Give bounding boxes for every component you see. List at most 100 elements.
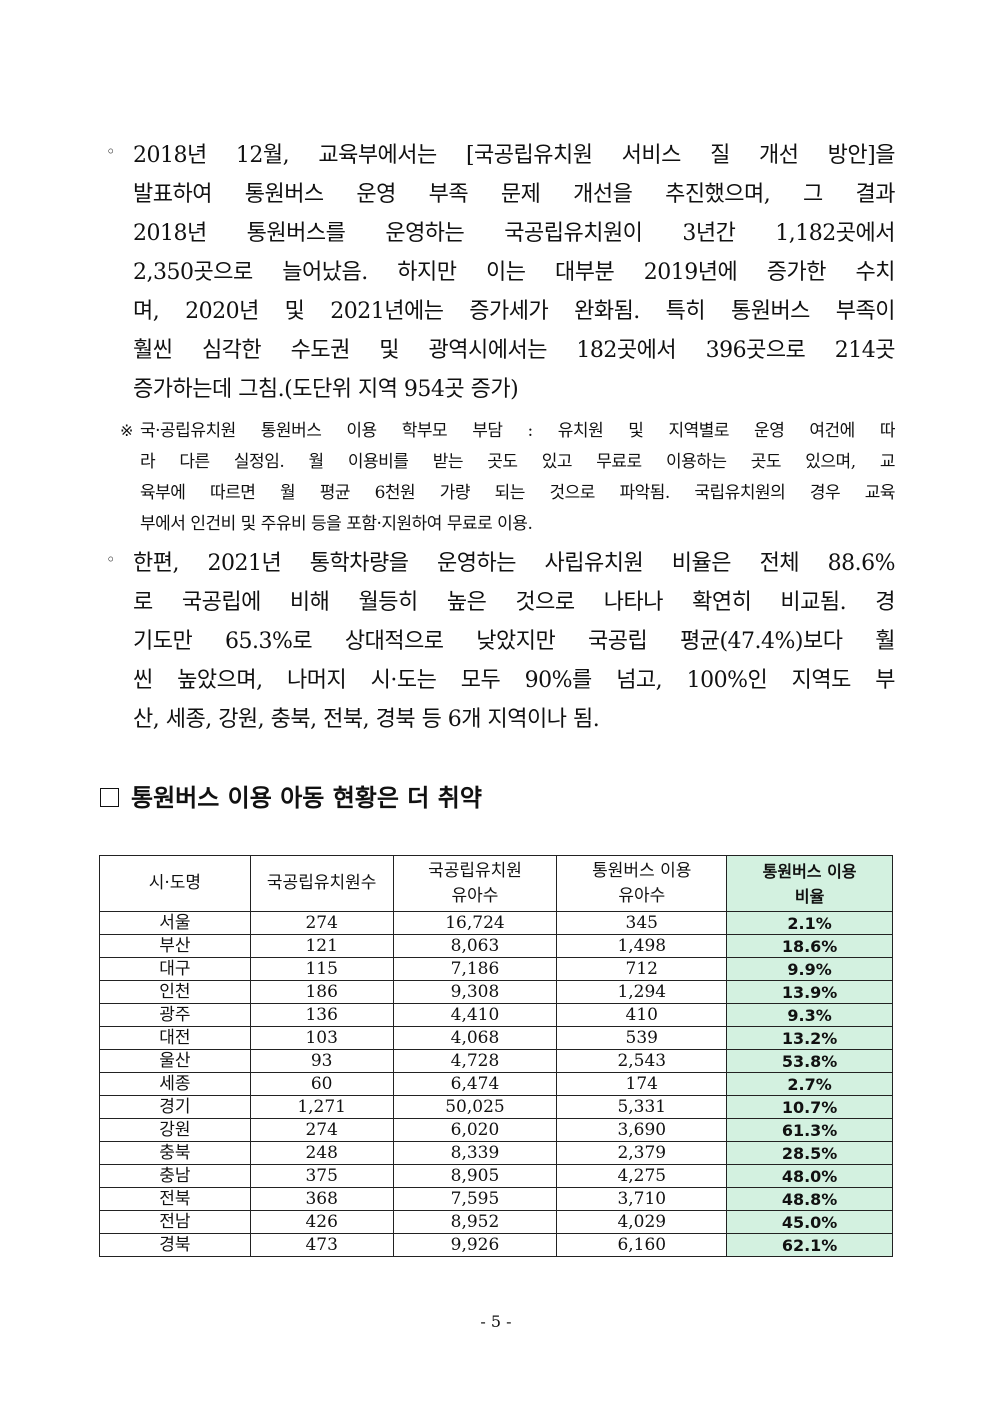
region-cell: 전북	[99, 1187, 251, 1211]
bus-users-cell: 3,710	[556, 1187, 728, 1211]
bullet-marker: ◦	[106, 550, 116, 569]
bus-ratio-cell: 48.8%	[726, 1187, 893, 1211]
kindergarten-count-cell: 274	[249, 1118, 394, 1142]
bus-ratio-cell: 10.7%	[726, 1095, 893, 1119]
kindergarten-count-cell: 368	[249, 1187, 394, 1211]
bus-users-cell: 4,275	[556, 1164, 728, 1188]
text-line: 육부에 따르면 월 평균 6천원 가량 되는 것으로 파악됨. 국립유치원의 경…	[140, 483, 896, 503]
kindergarten-count-cell: 426	[249, 1210, 394, 1234]
note-parent-cost: 국·공립유치원 통원버스 이용 학부모 부담 : 유치원 및 지역별로 운영 여…	[140, 416, 896, 540]
bus-ratio-cell: 2.1%	[726, 911, 893, 935]
table-row: 서울 274 16,724 345 2.1%	[99, 911, 893, 935]
bus-users-cell: 3,690	[556, 1118, 728, 1142]
bus-users-cell: 345	[556, 911, 728, 935]
table-row: 경북 473 9,926 6,160 62.1%	[99, 1233, 893, 1257]
table-row: 경기 1,271 50,025 5,331 10.7%	[99, 1095, 893, 1119]
children-count-cell: 4,068	[392, 1026, 558, 1050]
bus-ratio-cell: 61.3%	[726, 1118, 893, 1142]
kindergarten-count-cell: 136	[249, 1003, 394, 1027]
text-line: 씬 높았으며, 나머지 시·도는 모두 90%를 넘고, 100%인 지역도 부	[133, 668, 896, 693]
bus-ratio-cell: 9.3%	[726, 1003, 893, 1027]
kindergarten-count-cell: 186	[249, 980, 394, 1004]
column-header-text: 국공립유치원	[428, 860, 522, 881]
table-row: 전남 426 8,952 4,029 45.0%	[99, 1210, 893, 1234]
table-header-row: 시·도명 국공립유치원수 국공립유치원 유아수 통원버스 이용 유아수 통원버스 이용 비율	[99, 855, 893, 912]
bus-ratio-cell: 13.2%	[726, 1026, 893, 1050]
text-line: 라 다른 실정임. 월 이용비를 받는 곳도 있고 무료로 이용하는 곳도 있으…	[140, 452, 896, 472]
table-row: 인천 186 9,308 1,294 13.9%	[99, 980, 893, 1004]
kindergarten-count-cell: 274	[249, 911, 394, 935]
region-cell: 울산	[99, 1049, 251, 1073]
section-heading-text: 통원버스 이용 아동 현황은 더 취약	[131, 784, 482, 812]
table-row: 충북 248 8,339 2,379 28.5%	[99, 1141, 893, 1165]
bus-users-cell: 2,543	[556, 1049, 728, 1073]
checkbox-square-icon	[100, 788, 119, 807]
children-count-cell: 9,308	[392, 980, 558, 1004]
table-row: 전북 368 7,595 3,710 48.8%	[99, 1187, 893, 1211]
text-line: 로 국공립에 비해 월등히 높은 것으로 나타나 확연히 비교됨. 경	[133, 590, 896, 615]
bus-ratio-cell: 28.5%	[726, 1141, 893, 1165]
region-cell: 충남	[99, 1164, 251, 1188]
children-count-cell: 7,595	[392, 1187, 558, 1211]
bullet-marker: ◦	[106, 142, 116, 161]
bus-users-cell: 1,498	[556, 934, 728, 958]
text-line: 며, 2020년 및 2021년에는 증가세가 완화됨. 특히 통원버스 부족이	[133, 299, 896, 324]
region-cell: 경북	[99, 1233, 251, 1257]
region-cell: 전남	[99, 1210, 251, 1234]
kindergarten-count-cell: 375	[249, 1164, 394, 1188]
paragraph-private-kindergarten: 한편, 2021년 통학차량을 운영하는 사립유치원 비율은 전체 88.6% 로…	[133, 544, 896, 739]
column-header: 시·도명	[99, 855, 251, 912]
bus-users-cell: 6,160	[556, 1233, 728, 1257]
kindergarten-count-cell: 93	[249, 1049, 394, 1073]
column-header: 국공립유치원수	[249, 855, 394, 912]
column-header-text: 유아수	[618, 885, 666, 906]
bus-users-cell: 174	[556, 1072, 728, 1096]
region-cell: 세종	[99, 1072, 251, 1096]
table-row: 충남 375 8,905 4,275 48.0%	[99, 1164, 893, 1188]
region-cell: 강원	[99, 1118, 251, 1142]
text-line: 2,350곳으로 늘어났음. 하지만 이는 대부분 2019년에 증가한 수치	[133, 260, 896, 285]
region-cell: 충북	[99, 1141, 251, 1165]
region-cell: 서울	[99, 911, 251, 935]
text-line: 증가하는데 그침.(도단위 지역 954곳 증가)	[133, 377, 519, 402]
bus-users-cell: 5,331	[556, 1095, 728, 1119]
children-count-cell: 9,926	[392, 1233, 558, 1257]
bus-users-cell: 2,379	[556, 1141, 728, 1165]
table-row: 부산 121 8,063 1,498 18.6%	[99, 934, 893, 958]
section-heading: 통원버스 이용 아동 현황은 더 취약	[100, 778, 482, 813]
column-header-text: 비율	[794, 886, 825, 906]
bus-ratio-cell: 45.0%	[726, 1210, 893, 1234]
text-line: 2018년 12월, 교육부에서는 [국공립유치원 서비스 질 개선 방안]을	[133, 143, 896, 168]
column-header-text: 유아수	[451, 885, 499, 906]
bus-ratio-cell: 53.8%	[726, 1049, 893, 1073]
bus-users-cell: 1,294	[556, 980, 728, 1004]
children-count-cell: 16,724	[392, 911, 558, 935]
text-line: 기도만 65.3%로 상대적으로 낮았지만 국공립 평균(47.4%)보다 훨	[133, 629, 896, 654]
bus-ratio-cell: 2.7%	[726, 1072, 893, 1096]
kindergarten-count-cell: 115	[249, 957, 394, 981]
kindergarten-count-cell: 248	[249, 1141, 394, 1165]
page-number: - 5 -	[480, 1312, 512, 1331]
paragraph-bus-improvement: 2018년 12월, 교육부에서는 [국공립유치원 서비스 질 개선 방안]을 발…	[133, 136, 896, 409]
region-cell: 대전	[99, 1026, 251, 1050]
children-count-cell: 8,905	[392, 1164, 558, 1188]
bus-users-cell: 410	[556, 1003, 728, 1027]
bus-ratio-cell: 48.0%	[726, 1164, 893, 1188]
region-cell: 부산	[99, 934, 251, 958]
column-header-text: 통원버스 이용	[592, 860, 692, 881]
column-header-text: 국공립유치원수	[266, 873, 377, 893]
children-count-cell: 4,728	[392, 1049, 558, 1073]
kindergarten-count-cell: 121	[249, 934, 394, 958]
bus-ratio-cell: 9.9%	[726, 957, 893, 981]
children-count-cell: 8,063	[392, 934, 558, 958]
bus-ratio-cell: 18.6%	[726, 934, 893, 958]
bus-users-cell: 539	[556, 1026, 728, 1050]
text-line: 산, 세종, 강원, 충북, 전북, 경북 등 6개 지역이나 됨.	[133, 707, 600, 732]
children-count-cell: 4,410	[392, 1003, 558, 1027]
table-row: 울산 93 4,728 2,543 53.8%	[99, 1049, 893, 1073]
children-count-cell: 8,339	[392, 1141, 558, 1165]
text-line: 부에서 인건비 및 주유비 등을 포함·지원하여 무료로 이용.	[140, 514, 533, 534]
